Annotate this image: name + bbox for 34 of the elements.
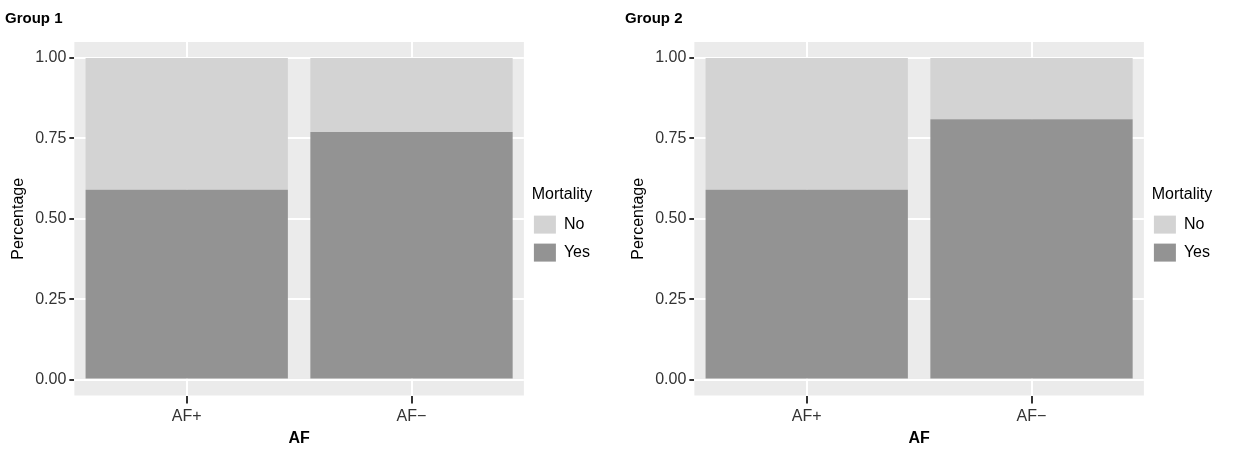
x-tick-label: AF+ <box>791 406 822 424</box>
legend-label: Yes <box>1183 243 1211 261</box>
bar <box>705 189 908 379</box>
chart-title: Group 1 <box>5 9 63 27</box>
y-tick-label: 0.75 <box>35 128 67 146</box>
x-tick-label: AF− <box>396 406 427 424</box>
chart-title: Group 2 <box>625 9 683 27</box>
bar <box>930 119 1133 379</box>
y-tick-label: 1.00 <box>35 48 67 66</box>
bar <box>310 58 513 133</box>
y-axis-title: Percentage <box>629 177 647 260</box>
y-tick-label: 0.00 <box>35 369 67 387</box>
bar <box>85 189 288 379</box>
legend-label: No <box>1183 215 1205 233</box>
y-axis-title: Percentage <box>9 177 27 260</box>
legend-label: No <box>563 215 585 233</box>
bar <box>930 58 1133 120</box>
y-tick-label: 0.75 <box>655 128 687 146</box>
y-tick-label: 0.50 <box>35 209 67 227</box>
bar <box>705 58 908 190</box>
legend-label: Yes <box>563 243 591 261</box>
bar <box>310 132 513 379</box>
y-tick-label: 0.25 <box>35 289 67 307</box>
y-tick-label: 0.00 <box>655 369 687 387</box>
bar <box>85 58 288 190</box>
y-tick-label: 0.50 <box>655 209 687 227</box>
x-tick-label: AF+ <box>171 406 202 424</box>
legend-title: Mortality <box>1151 184 1213 202</box>
y-tick-label: 0.25 <box>655 289 687 307</box>
y-tick-label: 1.00 <box>655 48 687 66</box>
legend-title: Mortality <box>531 184 593 202</box>
x-axis-title: AF <box>908 428 931 446</box>
x-tick-label: AF− <box>1016 406 1047 424</box>
x-axis-title: AF <box>288 428 311 446</box>
